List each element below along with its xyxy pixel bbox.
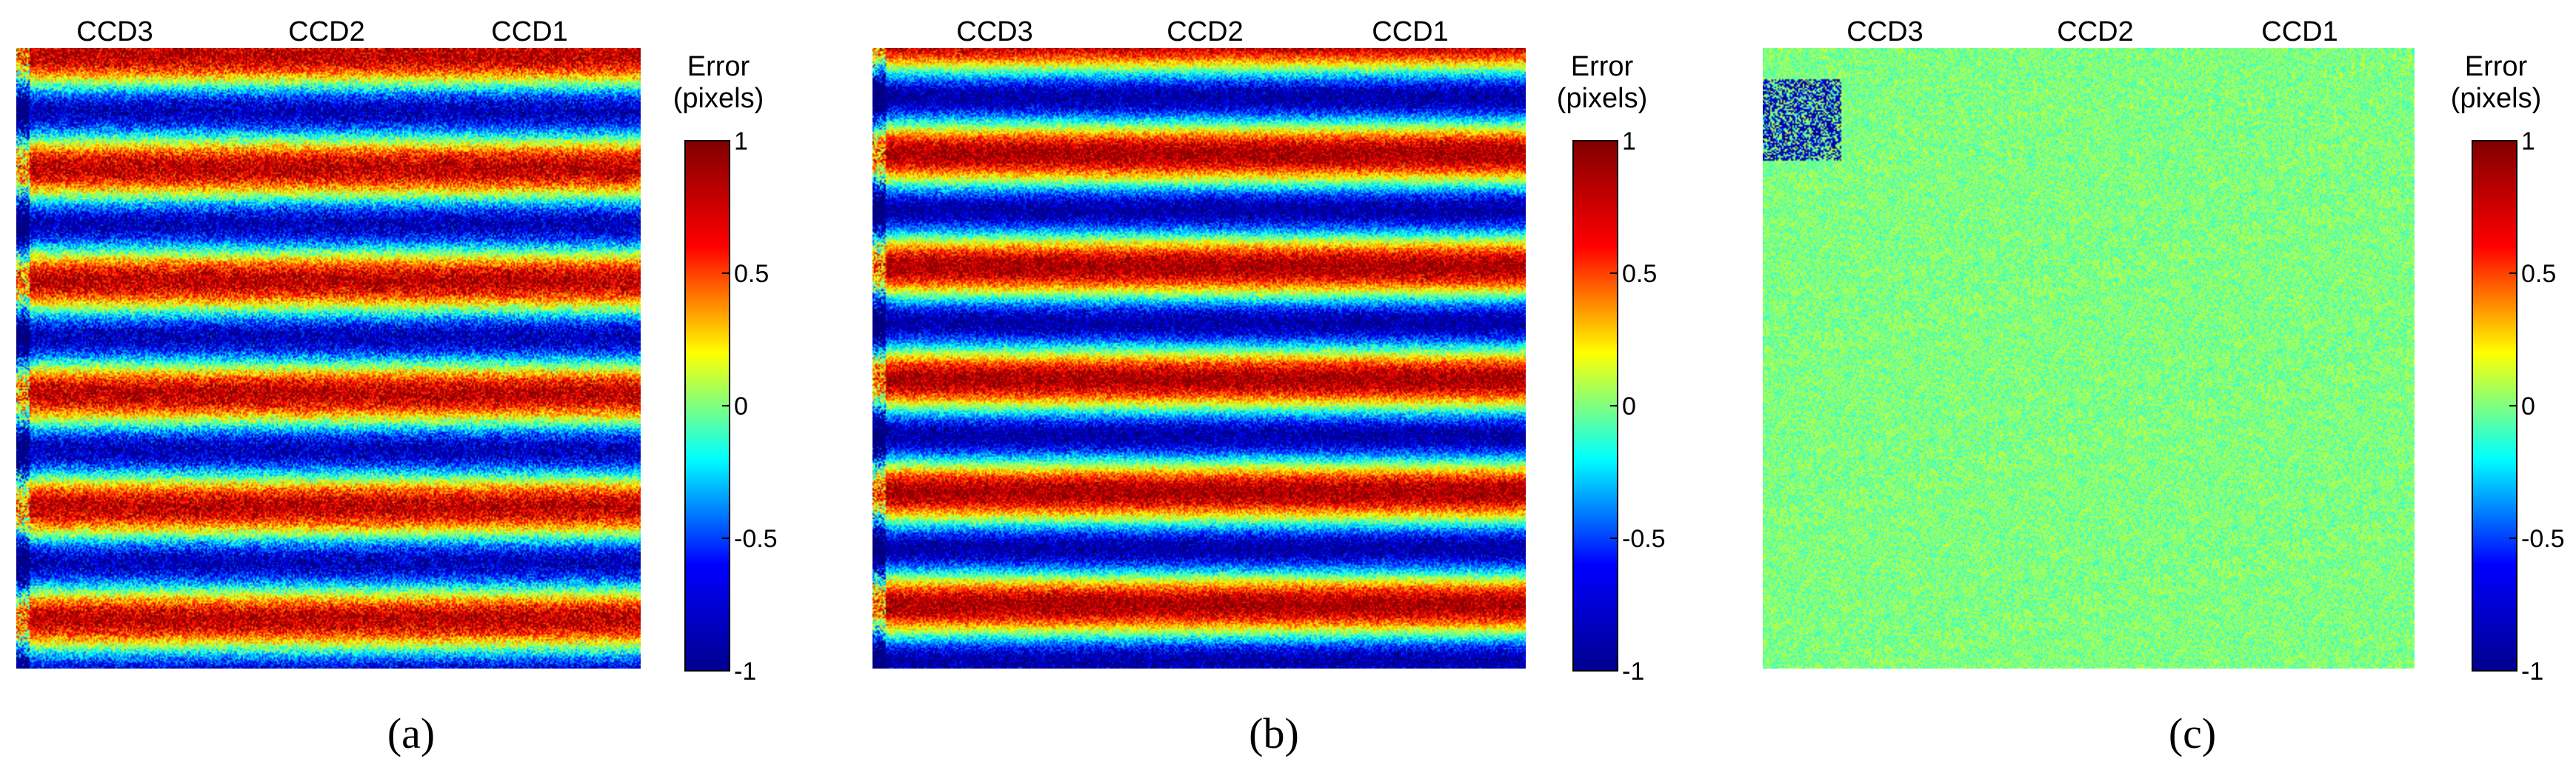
panel-c: CCD3 CCD2 CCD1 Error (pixels) 1 0.5 0 -0.5 -… — [1763, 16, 2565, 757]
colorbar-title: (pixels) — [1557, 83, 1647, 114]
column-label: CCD1 — [491, 16, 567, 47]
colorbar-tick-label: 0 — [734, 392, 748, 421]
column-label: CCD1 — [2261, 16, 2338, 47]
colorbar-tick-label: -1 — [2521, 657, 2543, 686]
colorbar-tick-label: 0 — [1622, 392, 1636, 421]
error-heatmap — [1763, 48, 2415, 669]
colorbar-tick-label: -1 — [734, 657, 756, 686]
column-label: CCD2 — [2057, 16, 2133, 47]
colorbar-tick-label: -0.5 — [1622, 525, 1666, 553]
colorbar-tick-label: -0.5 — [2521, 525, 2565, 553]
panel-a: CCD3 CCD2 CCD1 Error (pixels) 1 0.5 0 -0.5 -… — [16, 16, 778, 757]
panel-label: (c) — [2169, 709, 2216, 757]
column-label: CCD2 — [288, 16, 364, 47]
colorbar-tick-label: 1 — [734, 127, 748, 155]
colorbar-title: (pixels) — [673, 83, 764, 114]
colorbar-tick-label: 1 — [2521, 127, 2535, 155]
column-label: CCD3 — [76, 16, 153, 47]
error-heatmap — [872, 48, 1526, 669]
colorbar-tick-label: 0.5 — [734, 260, 769, 288]
colorbar-title: Error — [1571, 51, 1634, 82]
panel-label: (a) — [387, 709, 435, 757]
colorbar-tick-label: -0.5 — [734, 525, 778, 553]
column-label: CCD1 — [1372, 16, 1448, 47]
panel-label: (b) — [1249, 709, 1299, 757]
colorbar-tick-label: 1 — [1622, 127, 1636, 155]
colorbar-title: Error — [2465, 51, 2528, 82]
column-label: CCD2 — [1167, 16, 1243, 47]
colorbar-title: Error — [687, 51, 750, 82]
error-heatmap — [16, 48, 641, 669]
colorbar-title: (pixels) — [2451, 83, 2541, 114]
panel-b: CCD3 CCD2 CCD1 Error (pixels) 1 0.5 0 -0.5 -… — [872, 16, 1666, 757]
colorbar-tick-label: 0 — [2521, 392, 2535, 421]
colorbar-tick-label: -1 — [1622, 657, 1644, 686]
column-label: CCD3 — [956, 16, 1032, 47]
colorbar-tick-label: 0.5 — [1622, 260, 1657, 288]
colorbar-tick-label: 0.5 — [2521, 260, 2556, 288]
column-label: CCD3 — [1846, 16, 1923, 47]
